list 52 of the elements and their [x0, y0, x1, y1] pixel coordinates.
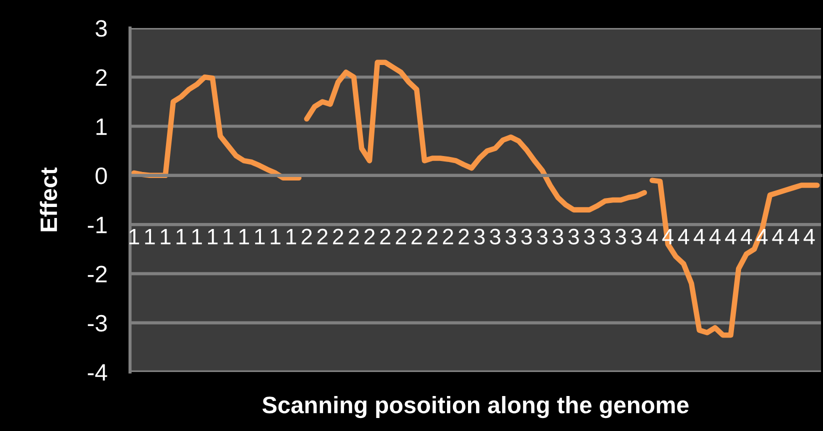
x-tick-label: 1 — [208, 229, 218, 244]
x-tick-label: 4 — [725, 229, 736, 244]
x-tick-label: 3 — [552, 228, 564, 245]
x-tick-label: 1 — [192, 229, 202, 244]
x-tick-label: 4 — [804, 229, 815, 244]
x-tick-label: 3 — [584, 228, 595, 245]
x-tick-label: 2 — [317, 228, 328, 244]
x-tick-label: 3 — [600, 228, 610, 245]
x-tick-label: 2 — [380, 228, 390, 244]
x-tick-label: 1 — [129, 229, 140, 244]
x-tick-label: 1 — [255, 229, 265, 244]
y-tick-label: -2 — [88, 266, 107, 282]
x-tick-label: 4 — [788, 229, 800, 244]
x-tick-label: 3 — [568, 228, 579, 245]
x-tick-label: 3 — [631, 228, 642, 245]
y-tick-label: -3 — [88, 314, 107, 332]
x-tick-label: 4 — [709, 229, 721, 244]
x-tick-label: 1 — [286, 229, 296, 244]
x-tick-label: 2 — [458, 228, 469, 244]
y-tick-label: 1 — [96, 118, 107, 135]
x-tick-label: 2 — [442, 228, 454, 244]
x-tick-label: 3 — [521, 228, 532, 245]
x-tick-label: 1 — [239, 229, 249, 244]
x-tick-label: 3 — [536, 228, 548, 245]
x-tick-label: 2 — [412, 228, 422, 244]
y-tick-label: 0 — [96, 167, 107, 184]
x-tick-label: 1 — [224, 229, 234, 244]
x-tick-label: 4 — [740, 229, 752, 244]
x-tick-label: 4 — [694, 229, 705, 244]
x-tick-label: 3 — [506, 228, 516, 245]
y-tick-label: 2 — [96, 69, 107, 86]
x-tick-label: 4 — [678, 229, 690, 244]
x-tick-label: 1 — [145, 229, 155, 244]
x-tick-label: 2 — [364, 228, 375, 244]
x-tick-label: 2 — [348, 228, 359, 244]
x-tick-label: 1 — [160, 229, 170, 244]
x-tick-label: 4 — [646, 229, 658, 244]
x-axis-title: Scanning posoition along the genome — [262, 396, 689, 418]
y-tick-label: -4 — [88, 364, 108, 381]
x-tick-label: 1 — [176, 229, 186, 244]
x-tick-label: 2 — [396, 228, 406, 244]
x-tick-label: 1 — [270, 229, 280, 244]
y-axis-title: Effect — [40, 167, 58, 232]
x-tick-label: 3 — [474, 228, 485, 245]
x-tick-label: 2 — [302, 228, 312, 244]
x-tick-label: 2 — [427, 228, 438, 244]
x-tick-label: 3 — [615, 228, 626, 245]
y-tick-label: -1 — [88, 216, 107, 234]
x-tick-label: 2 — [333, 228, 344, 244]
x-tick-label: 4 — [772, 229, 784, 244]
y-tick-label: 3 — [96, 20, 107, 37]
x-tick-label: 3 — [490, 228, 500, 245]
